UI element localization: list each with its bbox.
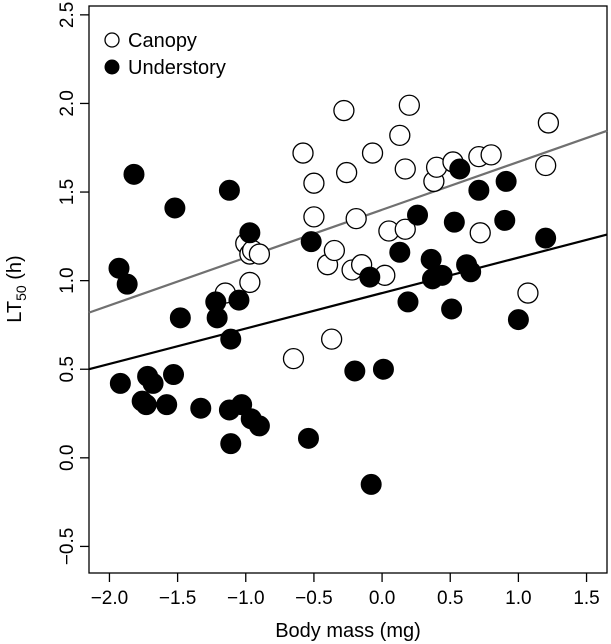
canopy-point [303,206,325,228]
canopy-point [345,207,367,230]
understory-point [359,266,381,288]
understory-point [431,264,453,286]
y-tick-label: 1.0 [57,267,78,293]
understory-point [300,231,322,253]
canopy-point [303,172,325,194]
x-tick-label: −2.0 [91,588,129,609]
y-axis: −0.5 0.0 0.5 1.0 1.5 2.0 2.5 [57,2,89,566]
canopy-point [239,271,261,294]
x-tick-label: 0.5 [437,588,463,609]
legend-understory-label: Understory [128,57,226,79]
understory-point [360,473,382,495]
canopy-point [480,144,502,166]
y-tick-label: 2.5 [57,2,78,28]
x-tick-label: −1.5 [159,588,197,609]
understory-point [239,222,261,244]
y-tick-label: −0.5 [57,528,78,566]
canopy-point [537,112,560,134]
understory-point [228,289,250,311]
understory-point [220,433,242,455]
understory-point [116,273,138,295]
canopy-point [282,347,305,370]
y-axis-title-subscript: 50 [13,285,29,301]
data-points [108,94,560,495]
x-tick-label: −1.0 [227,588,265,609]
canopy-point [323,239,346,262]
understory-point [441,298,463,320]
canopy-point [389,124,411,146]
legend: Canopy Understory [104,30,226,79]
y-axis-title: LT50 (h) [4,255,29,322]
y-tick-label: 2.0 [57,90,78,116]
canopy-point [398,94,420,116]
understory-point [156,394,178,416]
understory-point [135,394,157,416]
y-tick-label: 0.5 [57,356,78,382]
understory-point [248,415,270,437]
canopy-point [335,161,358,184]
understory-point [297,427,319,449]
y-tick-label: 1.5 [57,179,78,205]
understory-point [190,397,212,419]
understory-point [109,372,131,394]
understory-point [164,197,186,219]
fit-line-understory [88,233,608,371]
plot-frame [88,5,608,574]
understory-point [169,307,191,329]
understory-point [460,261,482,283]
understory-point [123,163,145,185]
understory-point [468,179,490,201]
canopy-point [333,99,355,122]
understory-point [218,179,240,201]
x-axis: −2.0 −1.5 −1.0 −0.5 0.0 0.5 1.0 1.5 [91,573,600,609]
understory-point [389,241,411,263]
x-tick-label: 0.0 [369,588,395,609]
canopy-point [320,328,343,350]
canopy-point [517,282,539,304]
canopy-point [292,142,314,164]
canopy-point [394,218,416,240]
understory-point [372,358,394,380]
y-tick-label: 0.0 [57,445,78,471]
understory-point [494,209,516,231]
x-axis-title: Body mass (mg) [275,620,421,642]
understory-point [407,204,429,226]
understory-point [443,211,465,233]
x-tick-label: −0.5 [295,588,333,609]
canopy-point [535,154,557,177]
understory-point [507,309,529,331]
understory-point [449,158,471,180]
canopy-point [469,222,491,244]
x-tick-label: 1.0 [505,588,531,609]
x-tick-label: 1.5 [573,588,599,609]
understory-point [206,307,228,329]
legend-canopy-marker [104,32,120,48]
understory-point [142,372,164,394]
canopy-point [248,243,271,265]
canopy-point [361,142,384,164]
legend-understory-marker [104,59,120,75]
understory-point [163,364,185,386]
understory-point [220,328,242,350]
understory-point [397,291,419,313]
understory-point [535,227,557,249]
understory-point [344,360,366,382]
legend-canopy-label: Canopy [128,30,197,52]
understory-point [495,170,517,192]
canopy-point [394,158,416,180]
